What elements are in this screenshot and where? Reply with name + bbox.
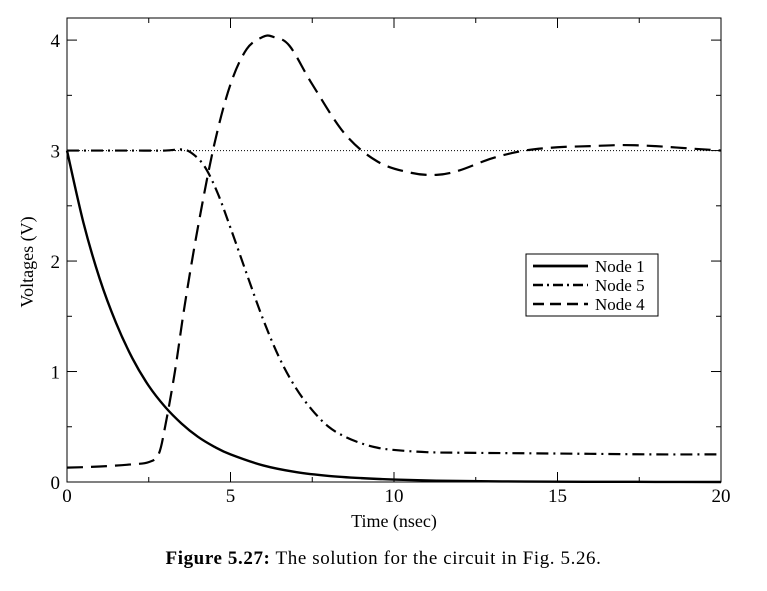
x-tick-label: 20 xyxy=(712,486,731,507)
y-tick-label: 2 xyxy=(51,252,61,273)
figure-caption: Figure 5.27: The solution for the circui… xyxy=(0,548,767,570)
caption-label: Figure 5.27: xyxy=(165,548,271,569)
axis-ticks xyxy=(66,18,722,483)
x-axis-label: Time (nsec) xyxy=(351,511,437,532)
legend-label: Node 4 xyxy=(595,295,645,314)
y-tick-label: 3 xyxy=(51,142,61,163)
caption-text: The solution for the circuit in Fig. 5.2… xyxy=(275,548,602,569)
y-axis-label: Voltages (V) xyxy=(17,216,38,307)
x-tick-label: 5 xyxy=(226,486,236,507)
x-tick-label: 10 xyxy=(385,486,404,507)
x-tick-label: 15 xyxy=(548,486,567,507)
series-line-node-5 xyxy=(66,148,722,456)
x-tick-label: 0 xyxy=(62,486,72,507)
series-line-node-4 xyxy=(66,34,722,469)
legend-label: Node 1 xyxy=(595,257,645,276)
series-line-node-1 xyxy=(65,150,722,484)
y-tick-label: 4 xyxy=(51,31,61,52)
legend-label: Node 5 xyxy=(595,276,645,295)
series-layer xyxy=(65,34,722,484)
tick-labels: 0 5 10 15 20 0 1 2 3 4 xyxy=(51,31,731,507)
y-tick-label: 0 xyxy=(51,473,61,494)
plot-frame xyxy=(66,17,722,483)
y-tick-label: 1 xyxy=(51,363,61,384)
